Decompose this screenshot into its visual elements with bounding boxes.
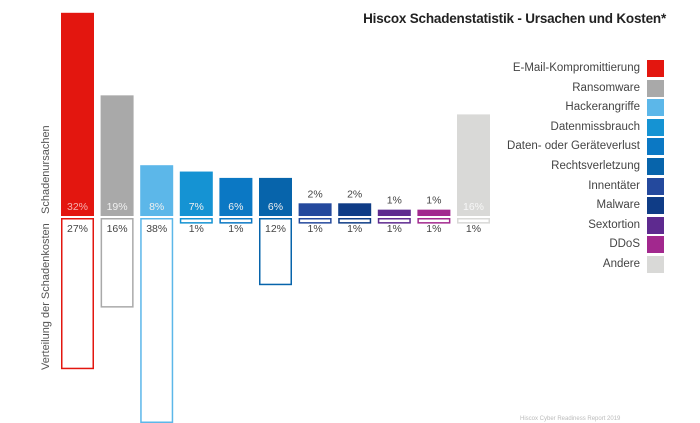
chart-title: Hiscox Schadenstatistik - Ursachen und K… <box>363 11 666 26</box>
legend-item: Datenmissbrauch <box>470 118 666 137</box>
legend-label: Rechtsverletzung <box>551 160 640 172</box>
legend-swatch <box>647 60 664 77</box>
cause-bar <box>259 177 292 216</box>
cost-bar <box>338 218 372 224</box>
cause-bar <box>457 114 490 216</box>
cause-value-label: 8% <box>149 201 164 213</box>
footer-note: Hiscox Cyber Readiness Report 2019 <box>520 416 621 422</box>
legend-label: E-Mail-Kompromittierung <box>512 62 640 74</box>
cost-value-label: 1% <box>426 223 441 235</box>
legend-item: E-Mail-Kompromittierung <box>470 60 666 78</box>
cost-bar <box>219 218 253 224</box>
legend-swatch <box>647 256 664 273</box>
legend-swatch <box>647 197 664 215</box>
cost-value-label: 1% <box>308 223 323 235</box>
cause-value-label: 19% <box>107 201 128 213</box>
legend-item: Ransomware <box>470 79 666 98</box>
cause-bar <box>100 95 134 216</box>
legend-label: Daten- oder Geräteverlust <box>507 140 640 153</box>
cause-value-label: 16% <box>463 201 484 213</box>
legend-item: Daten- oder Geräteverlust <box>470 138 666 156</box>
cause-bar <box>61 12 94 216</box>
legend-swatch <box>647 177 664 195</box>
legend-swatch <box>647 216 664 234</box>
cause-value-label: 1% <box>426 195 441 207</box>
cause-value-label: 6% <box>228 201 243 213</box>
cost-value-label: 1% <box>466 223 481 235</box>
cause-bar <box>338 203 372 216</box>
cost-bar <box>259 218 292 286</box>
cause-value-label: 1% <box>387 195 402 207</box>
legend-item: DDoS <box>470 236 666 254</box>
cause-bar <box>179 171 213 216</box>
legend-swatch <box>647 79 664 97</box>
cost-value-label: 1% <box>189 223 204 235</box>
legend-label: Sextortion <box>588 218 640 231</box>
cost-bar <box>377 218 411 224</box>
cause-value-label: 32% <box>67 201 88 213</box>
cause-bar <box>298 203 332 216</box>
cause-value-label: 2% <box>347 188 362 200</box>
cost-value-label: 1% <box>228 223 243 235</box>
cost-bar <box>61 218 94 370</box>
cost-value-label: 1% <box>347 223 362 235</box>
cost-bar <box>140 218 174 423</box>
cost-value-label: 38% <box>146 223 167 235</box>
cost-bar <box>417 218 451 224</box>
legend-label: Datenmissbrauch <box>550 120 640 133</box>
legend-swatch <box>647 138 664 156</box>
cause-bar <box>140 165 174 216</box>
legend-label: DDoS <box>609 238 640 251</box>
legend-item: Rechtsverletzung <box>470 158 666 176</box>
legend-label: Hackerangriffe <box>565 101 640 114</box>
legend-label: Ransomware <box>572 81 640 94</box>
cost-bar <box>457 218 490 224</box>
cause-value-label: 6% <box>268 201 283 213</box>
cause-value-label: 2% <box>308 188 323 200</box>
cause-bar <box>417 209 451 216</box>
cost-value-label: 1% <box>387 223 402 235</box>
legend-label: Innentäter <box>588 179 640 192</box>
legend-swatch <box>647 99 664 117</box>
cost-value-label: 16% <box>107 223 128 235</box>
cost-value-label: 12% <box>265 223 286 235</box>
cost-value-label: 27% <box>67 223 88 235</box>
legend-label: Malware <box>596 199 640 212</box>
cause-bar <box>377 209 411 216</box>
cause-value-label: 7% <box>189 201 204 213</box>
legend-item: Innentäter <box>470 177 666 196</box>
legend-item: Malware <box>470 197 666 215</box>
legend-item: Sextortion <box>470 216 666 235</box>
legend-swatch <box>647 158 664 175</box>
legend-item: Hackerangriffe <box>470 99 666 117</box>
legend-swatch <box>647 118 664 136</box>
legend-item: Andere <box>470 256 666 274</box>
legend-label: Andere <box>602 258 640 270</box>
legend-swatch <box>647 236 664 254</box>
cause-bar <box>219 177 253 216</box>
cost-bar <box>100 218 134 308</box>
cost-bar <box>298 218 332 224</box>
cost-bar <box>179 218 213 224</box>
